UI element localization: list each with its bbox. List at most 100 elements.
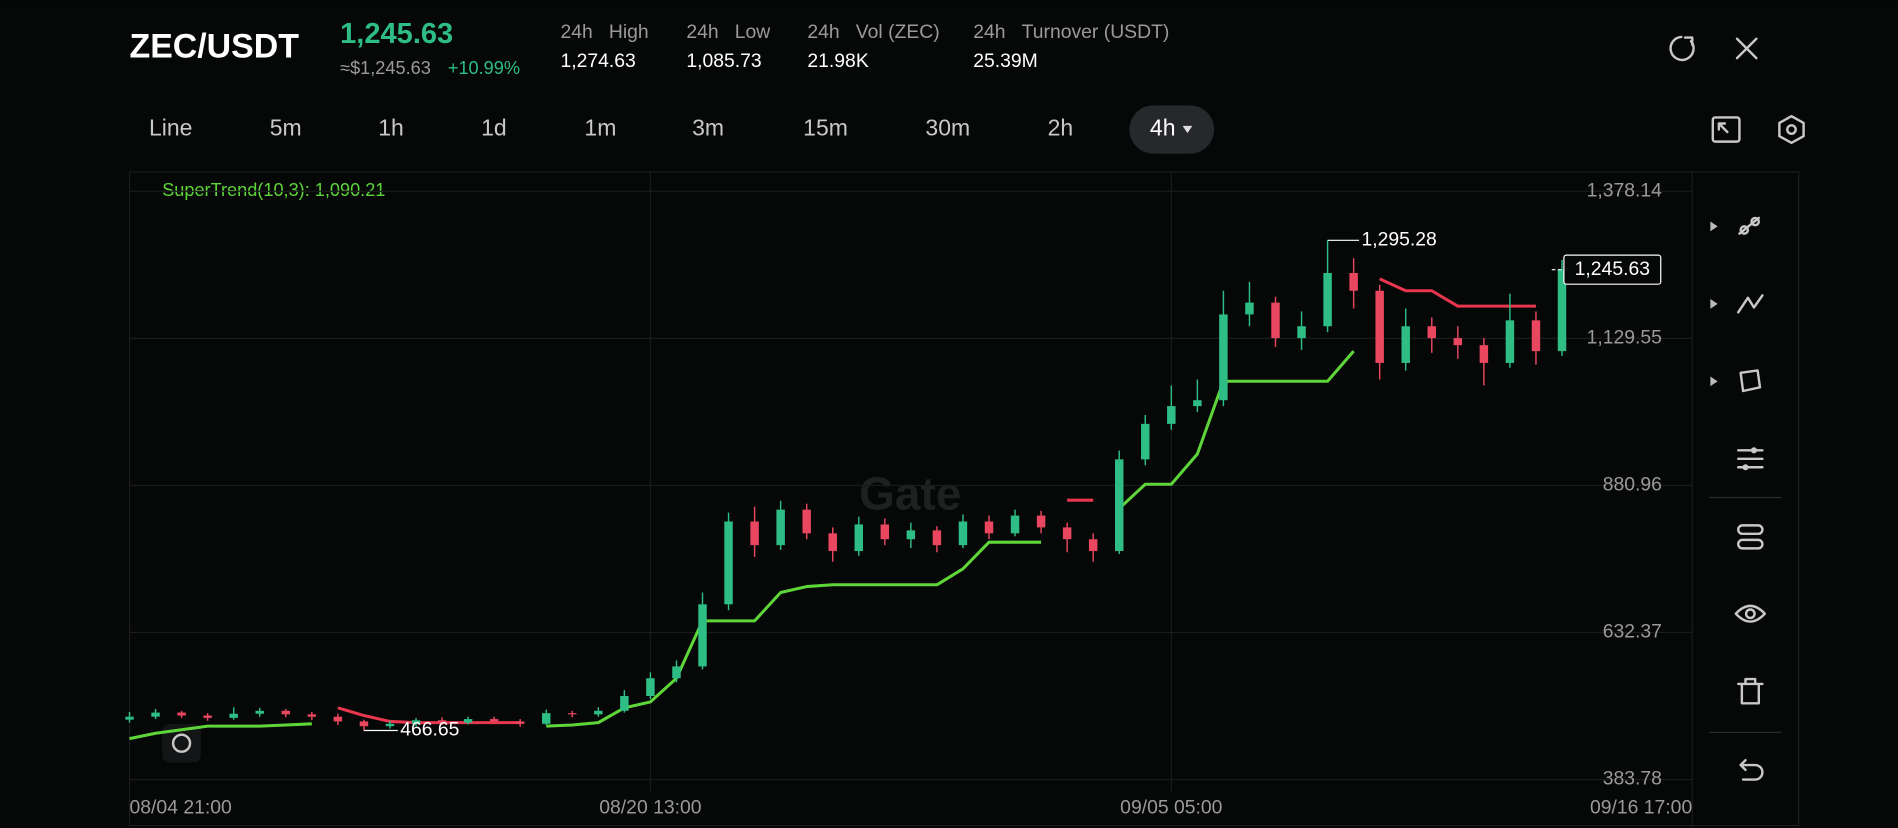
indicator-tool[interactable] <box>1737 447 1764 471</box>
timeframe-option[interactable]: 30m <box>925 115 970 141</box>
supertrend-line <box>129 722 312 741</box>
price-change: +10.99% <box>448 58 520 78</box>
stat-name: Low <box>735 21 772 43</box>
candle-body <box>411 720 421 724</box>
timeframe-option[interactable]: 1d <box>481 115 507 141</box>
candle-body <box>1088 539 1098 552</box>
timeframe-option[interactable]: 3m <box>692 115 724 141</box>
refresh-icon[interactable] <box>1669 35 1695 62</box>
y-tick-label: 1,129.55 <box>1587 326 1662 348</box>
stat-value: 25.39M <box>973 50 1038 72</box>
settings-icon[interactable] <box>1778 115 1805 145</box>
active-timeframe[interactable]: 4h <box>1150 115 1176 141</box>
expand-caret <box>1710 221 1718 232</box>
y-tick-label: 632.37 <box>1603 621 1662 643</box>
candle-body <box>151 712 160 717</box>
candle-body <box>359 721 369 727</box>
candle-body <box>1141 423 1150 460</box>
tool-shape <box>1750 216 1761 227</box>
stat-name: High <box>609 21 649 43</box>
candle-body <box>1297 326 1306 339</box>
timeframe-option[interactable]: 1h <box>378 115 404 141</box>
last-price-label: 1,245.63 <box>1575 258 1650 280</box>
candle-body <box>1453 338 1463 346</box>
tool-shape <box>1742 464 1749 471</box>
low-label: 466.65 <box>400 719 459 741</box>
shape-tool[interactable] <box>1739 369 1762 393</box>
candle-body <box>1271 302 1280 339</box>
candle-body <box>229 713 238 718</box>
supertrend-line <box>337 706 521 725</box>
stat-period: 24h <box>807 21 839 43</box>
last-price: 1,245.63 <box>340 18 453 50</box>
timeframe-option[interactable]: Line <box>149 115 192 141</box>
candle-body <box>750 521 759 546</box>
visibility-tool[interactable] <box>1734 604 1767 623</box>
tool-shape <box>1737 449 1764 469</box>
x-tick-label: 08/20 13:00 <box>599 797 702 819</box>
timeframe-option[interactable]: 2h <box>1048 115 1074 141</box>
last-price-tag <box>1563 254 1662 285</box>
candle-body <box>958 521 968 546</box>
candle-body <box>1114 459 1124 552</box>
candle-body <box>1479 345 1489 363</box>
supertrend-line <box>546 540 1042 728</box>
stat-name: Turnover (USDT) <box>1022 21 1170 43</box>
candle-body <box>880 524 890 540</box>
tool-shape <box>1744 608 1756 620</box>
undo-tool[interactable] <box>1739 758 1764 781</box>
candle-body <box>515 721 525 724</box>
x-tick-label: 08/04 21:00 <box>130 797 233 819</box>
layers-tool[interactable] <box>1737 524 1764 550</box>
candle-body <box>1010 515 1020 534</box>
screen-arrow <box>1717 122 1729 134</box>
candle-body <box>1557 269 1567 352</box>
tool-shape <box>1737 524 1764 536</box>
history-badge[interactable] <box>162 723 201 763</box>
close-icon[interactable] <box>1735 37 1758 60</box>
stat-period: 24h <box>973 21 1005 43</box>
candle-body <box>1323 273 1332 327</box>
candle-body <box>620 696 629 711</box>
fiat-price: ≈$1,245.63 <box>340 58 431 78</box>
candle-body <box>776 509 785 546</box>
pair-name: ZEC/USDT <box>130 27 300 65</box>
candle-body <box>1193 400 1202 407</box>
candle-body <box>437 720 447 723</box>
high-label: 1,295.28 <box>1361 228 1436 250</box>
tool-shape <box>1737 538 1764 550</box>
candle-body <box>489 719 499 722</box>
badge-bg <box>162 723 201 763</box>
line-tool[interactable] <box>1738 216 1761 235</box>
candle-body <box>177 712 186 716</box>
stat-period: 24h <box>686 21 718 43</box>
plot: 1,378.14 1,129.55 880.96 632.37 383.78 08/04 … <box>125 171 1693 819</box>
stat-name: Vol (ZEC) <box>856 21 940 43</box>
candle-body <box>1401 326 1410 363</box>
timeframe-option[interactable]: 15m <box>803 115 848 141</box>
delete-tool[interactable] <box>1737 677 1764 705</box>
candle-body <box>802 509 811 534</box>
dropdown-caret <box>1182 125 1193 134</box>
candle-body <box>828 533 837 552</box>
settings-dot <box>1786 124 1797 135</box>
candle-body <box>594 710 603 715</box>
y-tick-label: 880.96 <box>1603 474 1662 496</box>
screen-icon[interactable] <box>1711 116 1741 143</box>
candle-body <box>854 524 864 552</box>
timeframe-option[interactable]: 5m <box>270 115 302 141</box>
x-tick-label: 09/16 17:00 <box>1590 797 1693 819</box>
candle-body <box>281 710 291 715</box>
refresh-arrow <box>1683 36 1694 47</box>
tool-shape <box>1739 369 1762 393</box>
tool-shape <box>1739 225 1750 235</box>
badge-icon <box>171 733 192 753</box>
tool-shape <box>1738 216 1761 235</box>
timeframe-option[interactable]: 1m <box>584 115 616 141</box>
stat-value: 21.98K <box>807 50 868 72</box>
active-timeframe-pill[interactable] <box>1129 105 1215 154</box>
candle-body <box>932 530 942 546</box>
fib-tool[interactable] <box>1737 294 1764 314</box>
